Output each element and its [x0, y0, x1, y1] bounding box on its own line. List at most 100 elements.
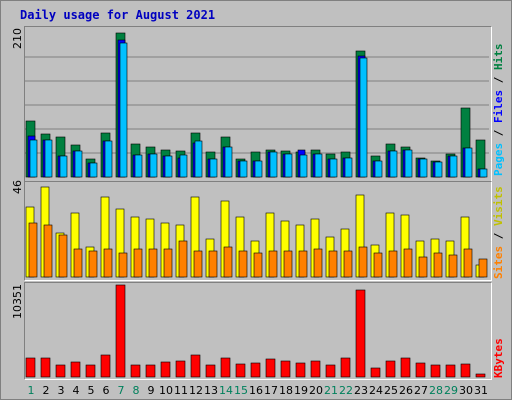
bar-sites-day-2	[43, 224, 53, 278]
bar-kbytes-day-26	[400, 357, 411, 378]
bar-kbytes-day-14	[220, 357, 231, 378]
bar-pages-day-5	[89, 162, 98, 178]
bar-pages-day-22	[344, 157, 353, 178]
day-label-14: 14	[219, 384, 233, 397]
bar-sites-day-20	[313, 248, 323, 278]
bar-kbytes-day-7	[115, 284, 126, 378]
bar-kbytes-day-21	[325, 364, 336, 378]
day-label-3: 3	[57, 384, 65, 397]
bar-sites-day-1	[28, 222, 38, 278]
day-label-11: 11	[174, 384, 188, 397]
bar-sites-day-30	[463, 248, 473, 278]
day-label-19: 19	[294, 384, 308, 397]
bar-kbytes-day-30	[460, 363, 471, 378]
bar-sites-day-4	[73, 248, 83, 278]
day-label-12: 12	[189, 384, 203, 397]
bar-kbytes-day-5	[85, 364, 96, 378]
bar-pages-day-1	[29, 139, 38, 178]
bar-kbytes-day-19	[295, 362, 306, 378]
bar-kbytes-day-15	[235, 363, 246, 378]
bar-pages-day-29	[449, 155, 458, 178]
bar-sites-day-18	[283, 250, 293, 278]
bar-pages-day-20	[314, 153, 323, 178]
bar-kbytes-day-17	[265, 358, 276, 378]
bar-sites-day-19	[298, 250, 308, 278]
bar-sites-day-27	[418, 256, 428, 278]
day-label-24: 24	[369, 384, 383, 397]
day-label-9: 9	[147, 384, 155, 397]
bar-pages-day-10	[164, 155, 173, 178]
bar-kbytes-day-1	[25, 357, 36, 378]
day-label-5: 5	[87, 384, 95, 397]
bar-sites-day-9	[148, 248, 158, 278]
bar-sites-day-29	[448, 254, 458, 278]
bar-pages-day-2	[44, 139, 53, 178]
bar-kbytes-day-3	[55, 364, 66, 378]
bar-pages-day-30	[464, 147, 473, 178]
bar-pages-day-27	[419, 158, 428, 178]
bar-sites-day-25	[388, 250, 398, 278]
bar-kbytes-day-31	[475, 373, 486, 378]
bar-pages-day-26	[404, 149, 413, 178]
bar-kbytes-day-23	[355, 289, 366, 378]
bar-sites-day-17	[268, 250, 278, 278]
bar-pages-day-23	[359, 57, 368, 178]
day-label-31: 31	[474, 384, 488, 397]
bar-kbytes-day-18	[280, 360, 291, 378]
bar-pages-day-15	[239, 160, 248, 178]
bar-pages-day-17	[269, 151, 278, 178]
bar-pages-day-21	[329, 158, 338, 178]
bar-sites-day-23	[358, 246, 368, 278]
day-label-20: 20	[309, 384, 323, 397]
day-label-27: 27	[414, 384, 428, 397]
bar-pages-day-3	[59, 155, 68, 178]
day-label-28: 28	[429, 384, 443, 397]
bar-pages-day-16	[254, 160, 263, 178]
bar-pages-day-14	[224, 146, 233, 178]
bar-sites-day-7	[118, 252, 128, 278]
bar-kbytes-day-28	[430, 364, 441, 378]
bar-kbytes-day-6	[100, 354, 111, 378]
bar-kbytes-day-22	[340, 357, 351, 378]
day-label-1: 1	[27, 384, 35, 397]
chart-title: Daily usage for August 2021	[20, 8, 216, 22]
bar-sites-day-3	[58, 234, 68, 278]
bar-kbytes-day-29	[445, 364, 456, 378]
bar-kbytes-day-25	[385, 360, 396, 378]
bar-sites-day-31	[478, 258, 488, 278]
bar-pages-day-11	[179, 154, 188, 178]
day-label-18: 18	[279, 384, 293, 397]
bar-kbytes-day-10	[160, 361, 171, 378]
bar-kbytes-day-9	[145, 364, 156, 378]
day-label-6: 6	[102, 384, 110, 397]
bar-sites-day-26	[403, 248, 413, 278]
day-label-15: 15	[234, 384, 248, 397]
day-label-8: 8	[132, 384, 140, 397]
day-label-22: 22	[339, 384, 353, 397]
bar-sites-day-10	[163, 248, 173, 278]
day-label-23: 23	[354, 384, 368, 397]
bar-kbytes-day-20	[310, 360, 321, 378]
bar-sites-day-5	[88, 250, 98, 278]
bar-pages-day-8	[134, 154, 143, 178]
bar-sites-day-22	[343, 250, 353, 278]
day-label-21: 21	[324, 384, 338, 397]
day-label-7: 7	[117, 384, 125, 397]
bar-sites-day-13	[208, 250, 218, 278]
bar-sites-day-24	[373, 252, 383, 278]
bar-kbytes-day-12	[190, 354, 201, 378]
bar-pages-day-24	[374, 160, 383, 178]
bar-pages-day-13	[209, 158, 218, 178]
bar-kbytes-day-16	[250, 362, 261, 378]
day-label-25: 25	[384, 384, 398, 397]
day-label-16: 16	[249, 384, 263, 397]
day-label-29: 29	[444, 384, 458, 397]
bar-kbytes-day-4	[70, 361, 81, 378]
bar-kbytes-day-13	[205, 364, 216, 378]
bar-kbytes-day-8	[130, 364, 141, 378]
day-label-17: 17	[264, 384, 278, 397]
day-label-13: 13	[204, 384, 218, 397]
bar-pages-day-12	[194, 140, 203, 178]
